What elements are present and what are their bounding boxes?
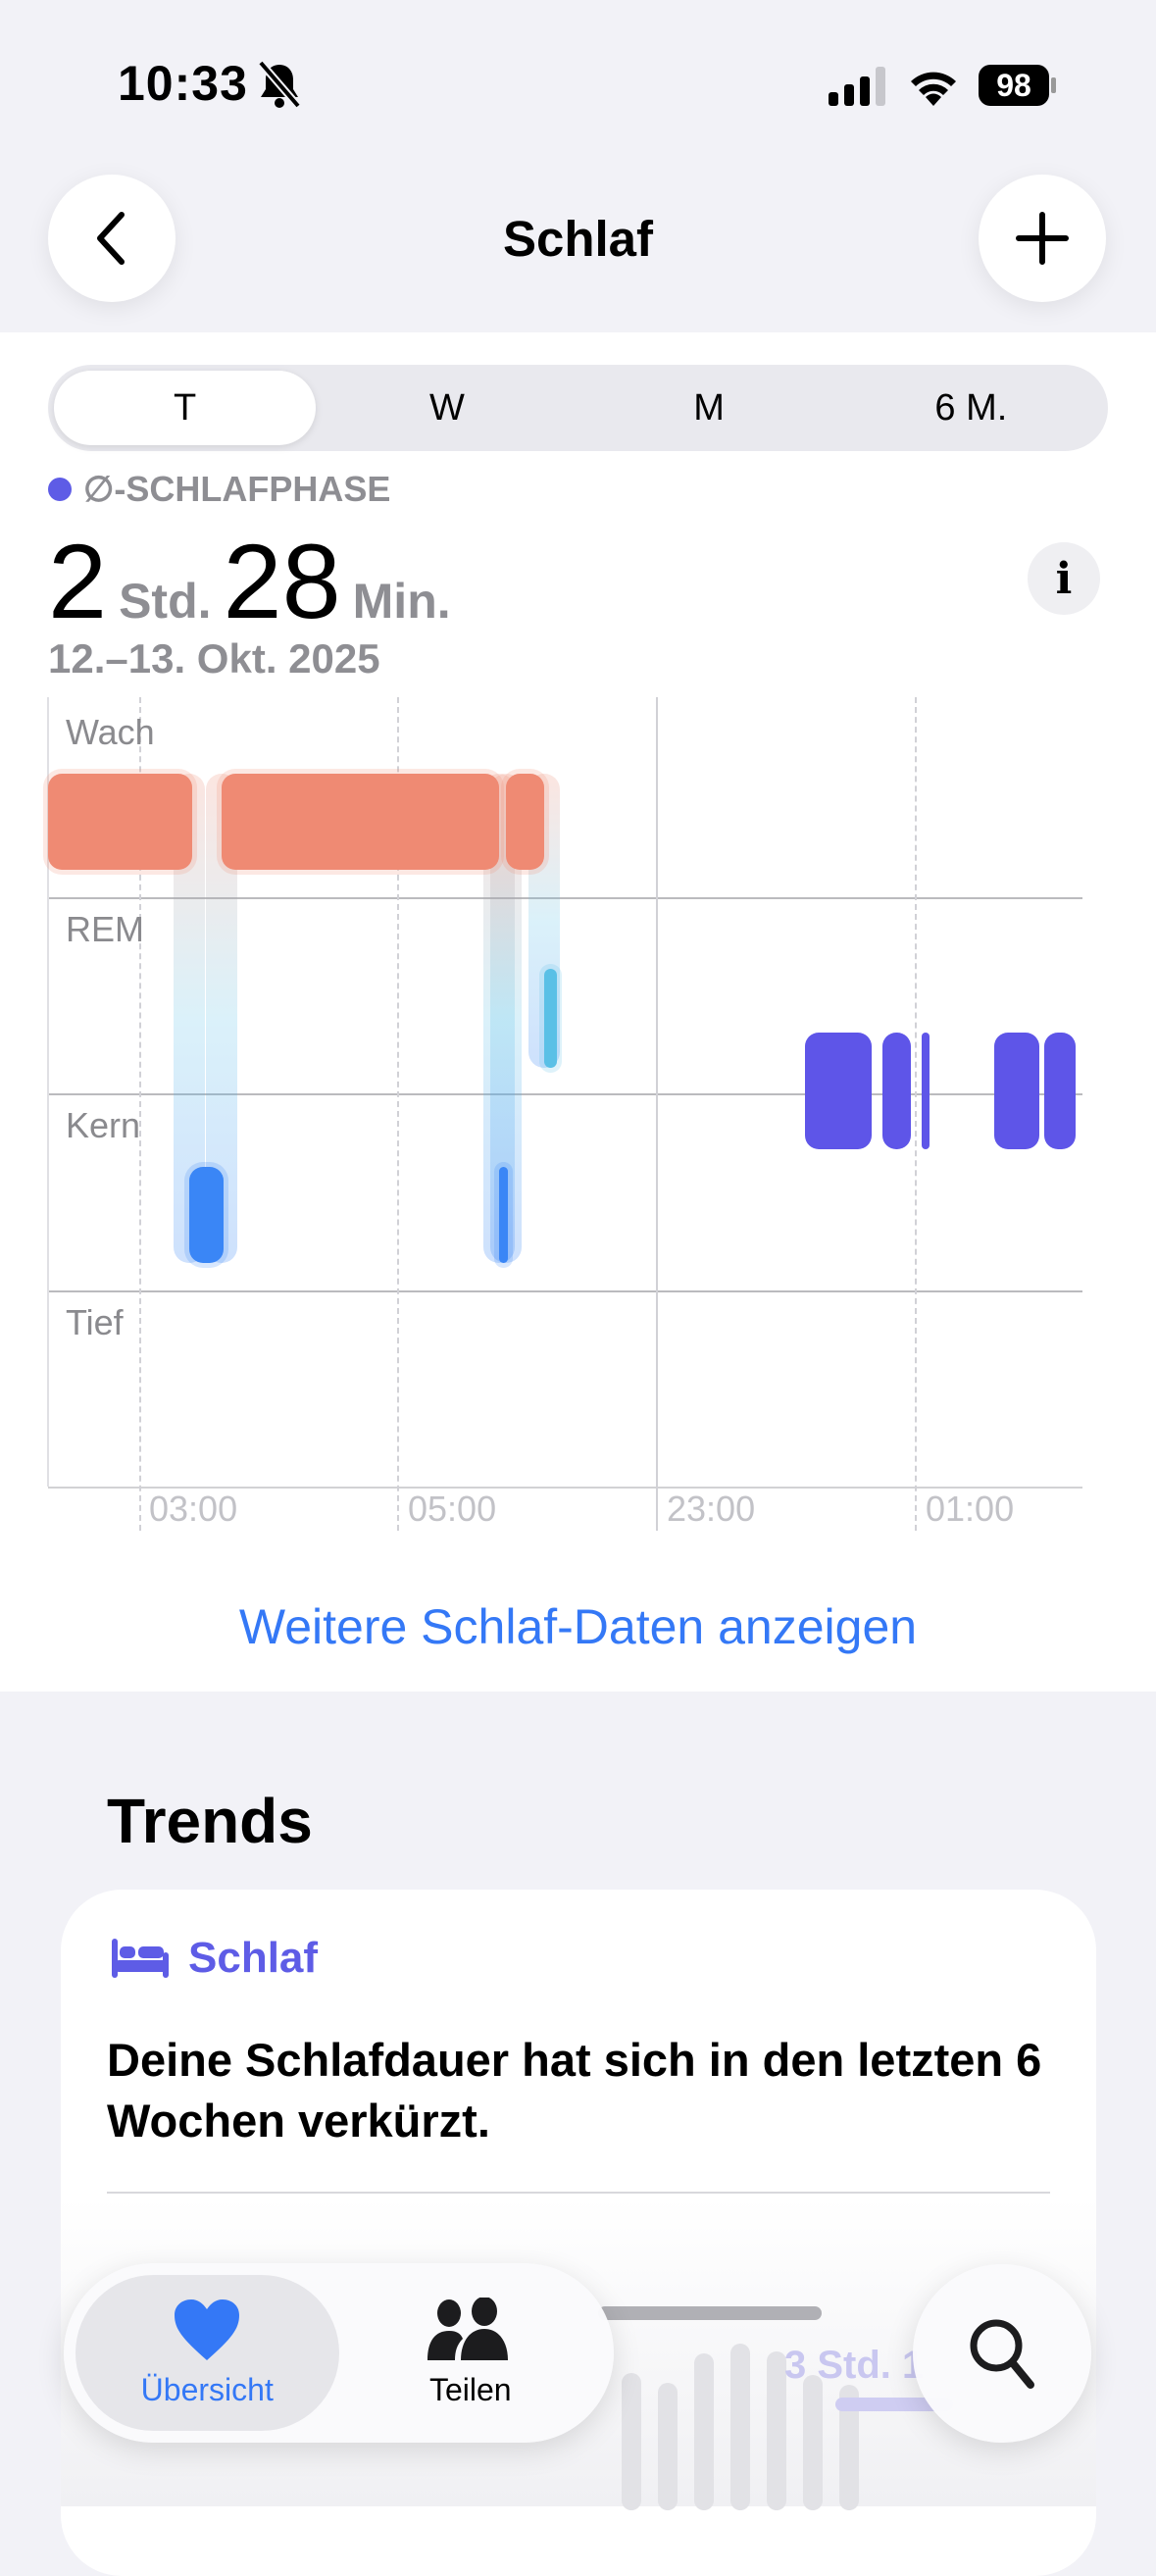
segment-day[interactable]: T [54,371,317,445]
sleep-segment-wach [505,774,545,870]
x-tick-label: 05:00 [408,1489,497,1529]
ghost-value: 3 Std. 1 [784,2344,925,2387]
average-phase-segment [921,1033,930,1149]
tab-label: Teilen [428,2372,512,2407]
average-phase-segment [1043,1033,1077,1149]
day-separator [656,697,658,1531]
x-tick-label: 01:00 [926,1489,1015,1529]
info-icon: i [1055,553,1073,604]
magnifier-icon [970,2319,1034,2389]
header-background [0,0,1156,332]
tab-label: Übersicht [140,2372,274,2407]
heart-icon [175,2299,240,2360]
people-icon [427,2298,508,2360]
band-label-tief: Tief [66,1302,124,1342]
band-label-wach: Wach [66,712,155,752]
band-divider [48,1093,1082,1095]
band-divider [48,897,1082,899]
back-button[interactable] [48,175,176,302]
bed-icon [112,1939,169,1978]
average-duration: 2 Std. 28 Min. [48,520,451,642]
ghost-bar [767,2351,786,2510]
sleep-segment-kern [499,1167,508,1263]
date-range: 12.–13. Okt. 2025 [48,635,380,682]
sleep-segment-rem [544,969,558,1068]
ghost-average-line [598,2306,822,2320]
ghost-bar [730,2344,750,2510]
add-button[interactable] [979,175,1106,302]
more-sleep-data-link[interactable]: Weitere Schlaf-Daten anzeigen [238,1599,918,1654]
battery-cap [1051,77,1056,93]
x-axis-line [48,1487,1082,1489]
trend-text: Deine Schlafdauer hat sich in den letzte… [107,2034,1042,2147]
period-segmented-control[interactable]: T W M 6 M. [48,365,1108,451]
sleep-segment-kern [189,1167,225,1263]
gridline [915,697,917,1531]
segment-week[interactable]: W [428,386,465,429]
trend-category: Schlaf [188,1934,319,1982]
ghost-bar [803,2375,823,2510]
sleep-chart[interactable]: Wach REM Kern Tief 03:00 05:00 23:00 01:… [0,0,1156,1569]
segment-month[interactable]: M [693,386,725,429]
ghost-bar [658,2383,678,2510]
average-phase-segment [805,1033,873,1149]
sleep-segment-wach [222,774,499,870]
gridline [139,697,141,1531]
ghost-bar [694,2353,714,2510]
band-divider [48,1290,1082,1292]
card-divider [107,2192,1050,2194]
hours-unit: Std. [119,574,212,629]
legend: ∅-SCHLAFPHASE [48,469,390,510]
average-phase-segment [882,1033,911,1149]
segment-6-months[interactable]: 6 M. [934,386,1008,429]
tab-overview[interactable]: Übersicht [75,2275,339,2431]
hours-value: 2 [48,522,108,640]
tab-bar: Übersicht Teilen [64,2263,614,2443]
average-phase-segment [994,1033,1040,1149]
tab-share[interactable]: Teilen [339,2275,603,2431]
chevron-left-icon [97,212,125,265]
ghost-bar [839,2385,859,2510]
status-time: 10:33 [118,56,248,111]
trends-heading: Trends [107,1786,313,1856]
search-button[interactable] [913,2264,1091,2443]
ghost-bar [622,2373,641,2510]
legend-label: ∅-SCHLAFPHASE [83,469,391,509]
band-label-rem: REM [66,909,144,949]
sleep-segment-wach [47,774,192,870]
gridline [397,697,399,1531]
cellular-signal-icon [829,67,885,106]
info-button[interactable]: i [1028,542,1100,615]
x-tick-label: 23:00 [667,1489,756,1529]
bell-slash-icon [257,61,302,109]
legend-dot [48,478,72,501]
sleep-panel [0,332,1156,1692]
battery-indicator: 98 [979,65,1049,106]
band-label-kern: Kern [66,1105,141,1145]
page-title: Schlaf [502,211,654,267]
minutes-value: 28 [223,522,341,640]
trend-card-header: Schlaf [112,1934,318,1983]
x-tick-label: 03:00 [149,1489,238,1529]
ghost-value-bar [835,2398,953,2411]
wifi-icon [911,72,956,106]
plus-icon [1016,212,1069,265]
minutes-unit: Min. [352,574,451,629]
y-axis-line [47,697,49,1487]
